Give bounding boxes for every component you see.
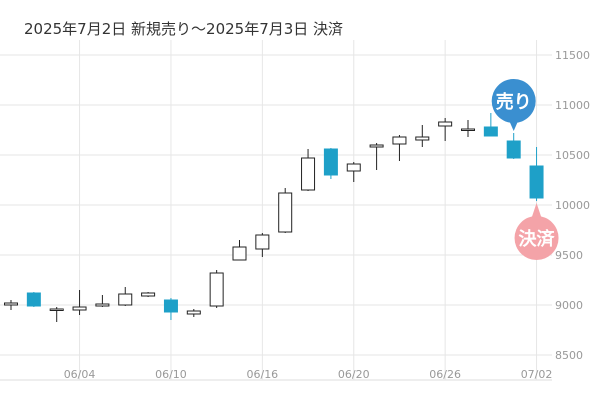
- candle: [461, 120, 475, 137]
- candle: [4, 300, 18, 310]
- candle: [72, 290, 87, 315]
- candle-body: [278, 192, 293, 233]
- candle-body: [232, 246, 247, 261]
- candle: [438, 118, 453, 141]
- x-tick-label: 06/20: [338, 368, 370, 381]
- x-tick-label: 07/02: [521, 368, 553, 381]
- candle-body: [461, 128, 475, 131]
- candle: [232, 240, 247, 261]
- y-tick-label: 8500: [555, 349, 583, 362]
- candle-body: [529, 165, 544, 199]
- candle-body: [186, 310, 201, 315]
- candle: [95, 295, 110, 307]
- candle-body: [483, 126, 498, 137]
- candle-body: [438, 121, 453, 127]
- sell-marker: 売り: [491, 79, 536, 131]
- candle-body: [392, 136, 407, 145]
- x-tick-label: 06/10: [155, 368, 187, 381]
- candle: [323, 148, 338, 179]
- candle: [483, 113, 498, 137]
- candle-body: [49, 308, 64, 311]
- y-axis-ticks: 8500 9000 9500 10000 10500 11000 11500: [555, 49, 590, 362]
- candle-body: [323, 148, 338, 176]
- candle: [26, 292, 41, 307]
- candle-body: [301, 157, 316, 191]
- grid-layer: [0, 40, 552, 381]
- candle: [369, 143, 384, 170]
- x-tick-label: 06/26: [429, 368, 461, 381]
- candle: [209, 270, 224, 308]
- candle: [118, 287, 133, 306]
- settle-marker-label: 決済: [519, 228, 556, 250]
- candle-body: [141, 292, 156, 297]
- candle-body: [255, 234, 270, 250]
- candle: [186, 309, 201, 317]
- candle-body: [346, 163, 361, 172]
- y-tick-label: 11000: [555, 99, 590, 112]
- candle: [255, 233, 270, 257]
- candle-body: [4, 302, 18, 306]
- candle-body: [506, 140, 521, 159]
- candle: [415, 125, 430, 147]
- candle-body: [369, 144, 384, 148]
- settle-marker: 決済: [514, 203, 559, 260]
- x-tick-label: 06/04: [64, 368, 96, 381]
- y-tick-label: 10500: [555, 149, 590, 162]
- candle-body: [118, 293, 133, 306]
- y-tick-label: 11500: [555, 49, 590, 62]
- candle-body: [95, 303, 110, 307]
- candle: [529, 147, 544, 201]
- candle-body: [415, 136, 430, 141]
- settle-marker-bubble: [514, 216, 559, 260]
- candles: [4, 113, 544, 322]
- chart-title: 2025年7月2日 新規売り〜2025年7月3日 決済: [24, 20, 344, 38]
- candle-body: [209, 272, 224, 307]
- candle: [392, 135, 407, 161]
- x-axis-ticks: 06/04 06/10 06/16 06/20 06/26 07/02: [64, 368, 553, 381]
- y-tick-label: 9000: [555, 299, 583, 312]
- candle-body: [72, 306, 87, 311]
- sell-marker-bubble: [491, 79, 536, 123]
- sell-marker-label: 売り: [496, 91, 532, 113]
- candle-body: [163, 299, 178, 313]
- y-tick-label: 9500: [555, 249, 583, 262]
- y-tick-label: 10000: [555, 199, 590, 212]
- candle-body: [26, 292, 41, 307]
- candle: [49, 307, 64, 322]
- candle: [506, 133, 521, 159]
- candle: [141, 292, 156, 297]
- candle: [278, 188, 293, 233]
- x-tick-label: 06/16: [246, 368, 278, 381]
- candle: [163, 298, 178, 320]
- candle: [346, 162, 361, 182]
- candle: [301, 149, 316, 191]
